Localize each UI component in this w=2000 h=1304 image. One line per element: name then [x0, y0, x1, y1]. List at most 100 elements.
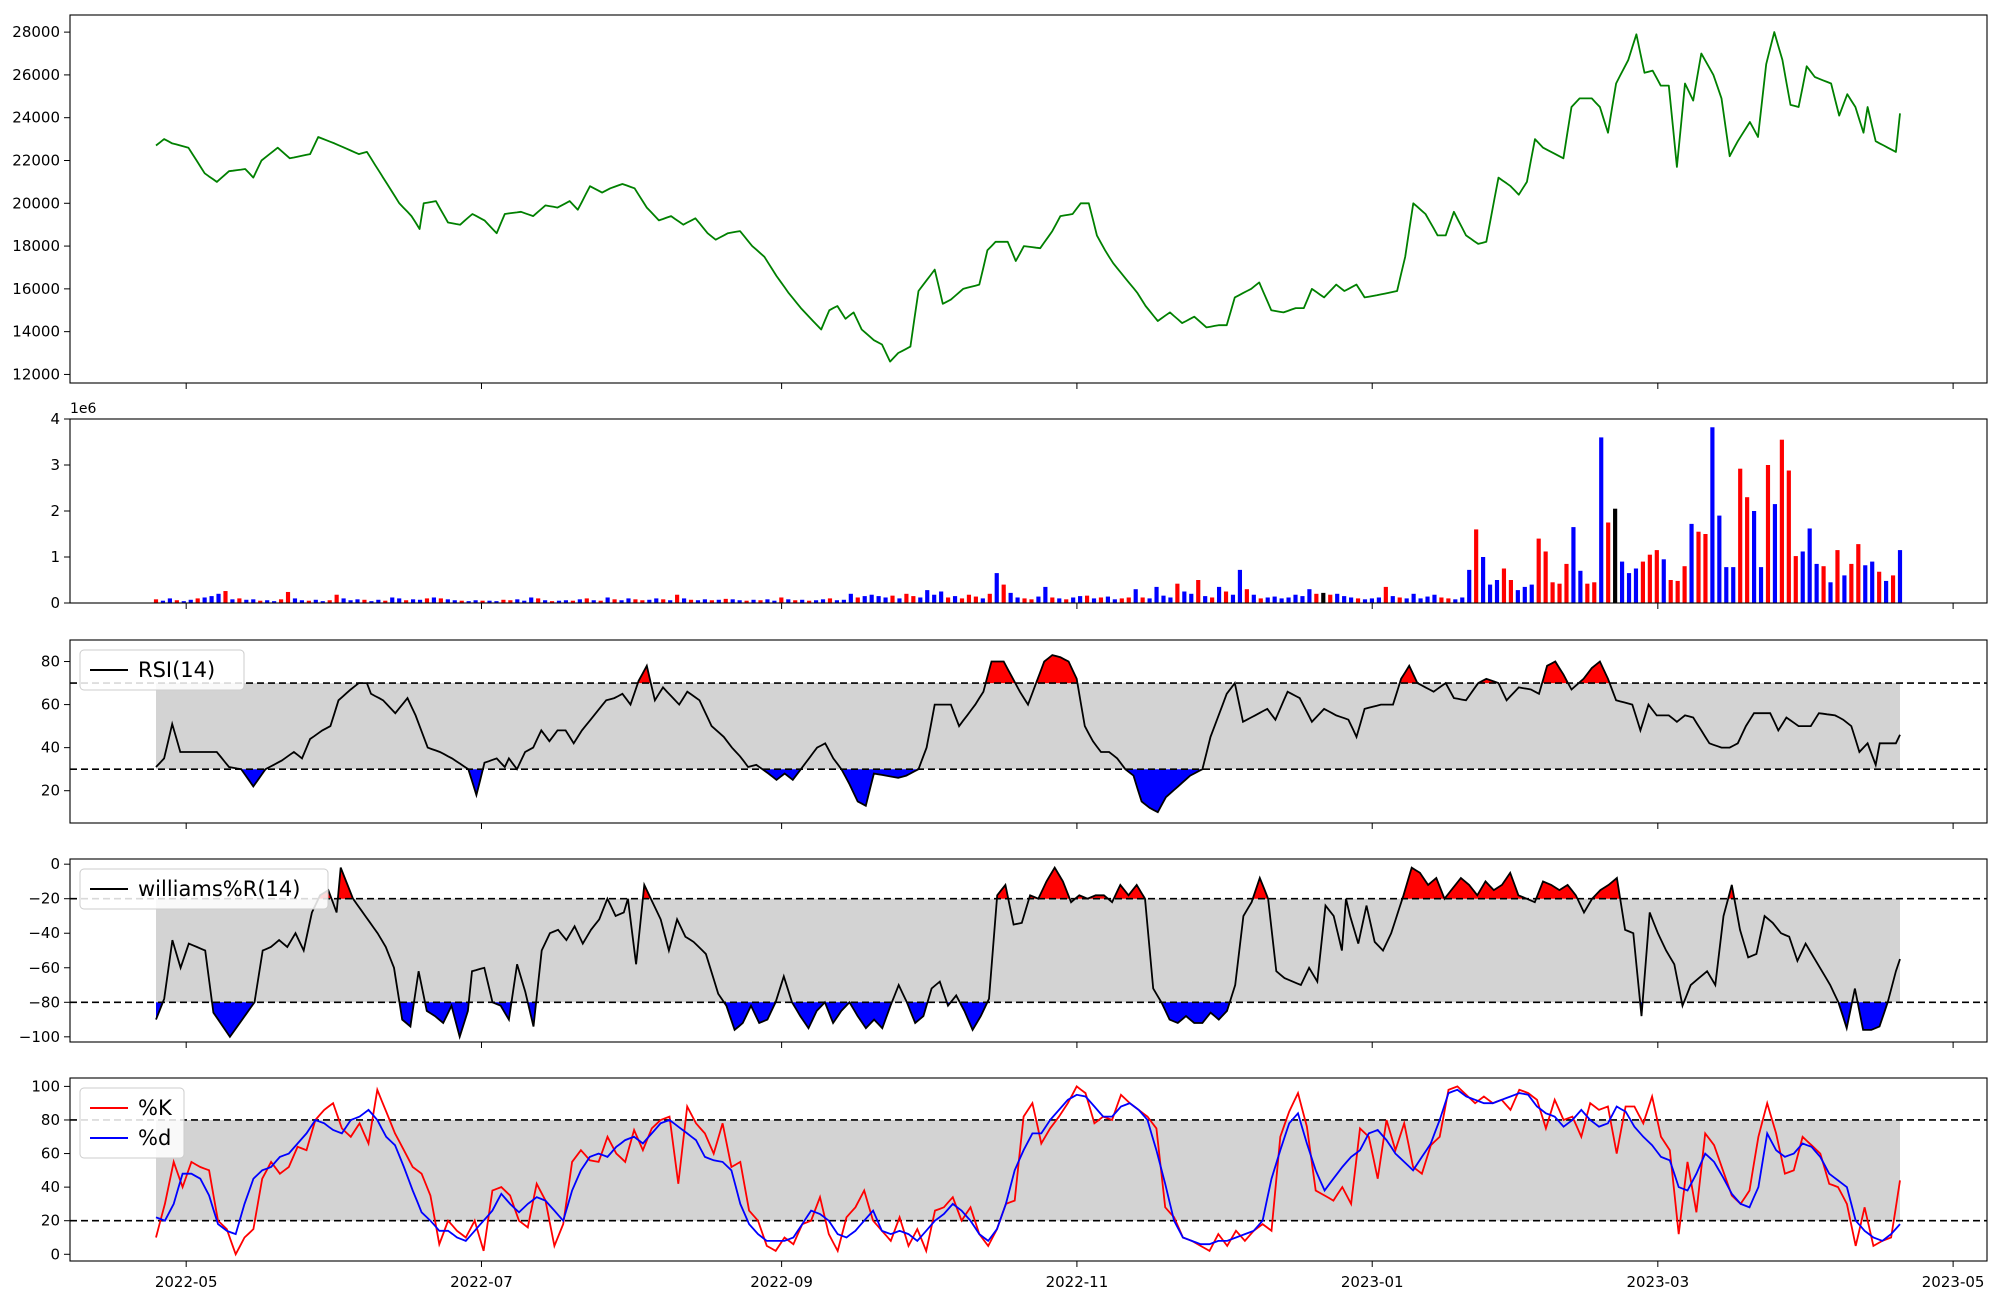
williams-legend-box [79, 868, 329, 910]
volume-bar [1230, 594, 1236, 603]
volume-bar [1661, 559, 1666, 603]
volume-bar [1731, 567, 1736, 603]
volume-bar [598, 600, 603, 603]
price-axes-frame [69, 14, 1988, 384]
williams-line [155, 865, 1901, 1041]
price-ytick-label: 24000 [12, 109, 60, 127]
volume-bar [1272, 596, 1277, 603]
volume-bar [619, 600, 624, 603]
volume-bar [855, 597, 860, 603]
volume-bar [285, 591, 291, 603]
rsi-oversold-fill [468, 769, 483, 795]
price-ytick-label: 20000 [12, 194, 60, 212]
price-ytick-label: 18000 [12, 237, 60, 255]
volume-bar [244, 599, 249, 603]
volume-bar [1376, 597, 1381, 603]
volume-bar [202, 597, 207, 603]
volume-bar [1258, 598, 1263, 603]
price-line [155, 31, 1901, 363]
volume-bar [1460, 597, 1465, 603]
volume-bar [1140, 597, 1145, 603]
volume-bar [1571, 527, 1576, 603]
volume-bar [1321, 592, 1326, 603]
volume-bar [987, 593, 992, 603]
volume-bar [966, 594, 972, 603]
volume-bar [570, 600, 575, 603]
volume-ytick-label: 4 [50, 410, 60, 428]
volume-bar [1119, 598, 1124, 603]
volume-bar [1050, 597, 1055, 603]
volume-bar [1675, 580, 1680, 603]
volume-bar [1342, 596, 1347, 603]
volume-bar [1814, 563, 1819, 603]
volume-bar [1286, 597, 1291, 603]
volume-bar [1710, 427, 1715, 603]
price-ytick-label: 26000 [12, 66, 60, 84]
volume-bar [661, 599, 666, 603]
volume-bar [654, 598, 659, 603]
volume-bar [862, 596, 867, 603]
volume-bar [438, 598, 443, 603]
volume-bar [1397, 597, 1402, 603]
volume-bar [1432, 594, 1437, 603]
volume-bar [515, 599, 520, 603]
volume-bar [584, 598, 589, 603]
volume-bar [820, 599, 826, 603]
xtick-label: 2022-11 [1046, 1273, 1109, 1291]
volume-bar [327, 600, 332, 603]
volume-bar [1112, 599, 1117, 603]
volume-bar [278, 599, 284, 603]
williams-axes-frame [69, 858, 1988, 1043]
volume-bar [1203, 596, 1208, 603]
volume-bar [466, 601, 471, 603]
volume-bar [1349, 597, 1354, 603]
volume-bar [716, 599, 721, 603]
volume-bar [362, 599, 367, 603]
volume-bar [695, 600, 701, 603]
volume-bar [577, 599, 582, 603]
williams-oversold-fill [724, 1002, 776, 1030]
volume-bar [1842, 575, 1847, 603]
williams-oversold-fill [212, 1002, 255, 1037]
volume-ytick-label: 1 [50, 548, 60, 566]
volume-bar [973, 596, 978, 603]
volume-bar [543, 600, 548, 603]
volume-bar [1133, 589, 1138, 603]
volume-bar [299, 600, 304, 603]
rsi-oversold-fill [241, 769, 266, 787]
volume-bar [160, 600, 166, 603]
volume-bar [188, 599, 193, 603]
volume-bar [1557, 583, 1562, 603]
volume-bar [1578, 570, 1583, 603]
volume-bar [827, 598, 833, 603]
price-ytick-label: 14000 [12, 323, 60, 341]
volume-bar [918, 597, 923, 603]
volume-bar [1793, 556, 1798, 603]
volume-bar [1168, 597, 1173, 603]
rsi-overbought-fill [985, 661, 1016, 684]
rsi-overbought-fill [1036, 655, 1078, 684]
stochastic-ytick-label: 80 [41, 1111, 60, 1129]
volume-bar [167, 598, 172, 603]
price-ytick-label: 28000 [12, 23, 60, 41]
volume-bar [1091, 598, 1097, 603]
volume-bar [730, 599, 735, 603]
volume-bar [237, 598, 242, 603]
williams-overbought-fill [1038, 867, 1070, 899]
volume-bar [1314, 593, 1319, 603]
volume-bar [1071, 597, 1076, 603]
volume-bar [1654, 550, 1659, 603]
volume-bar [1369, 598, 1375, 603]
volume-bar [1897, 550, 1903, 603]
volume-bar [1689, 523, 1694, 603]
volume-bar [1328, 594, 1333, 603]
rsi-ytick-label: 40 [41, 739, 60, 757]
volume-bar [1105, 596, 1110, 603]
volume-bar [1779, 439, 1784, 603]
volume-bar [626, 598, 631, 603]
volume-bar [751, 599, 756, 603]
volume-bar [1738, 468, 1743, 603]
volume-bar [1446, 598, 1451, 603]
price-ytick-label: 16000 [12, 280, 60, 298]
volume-bar [946, 597, 951, 603]
